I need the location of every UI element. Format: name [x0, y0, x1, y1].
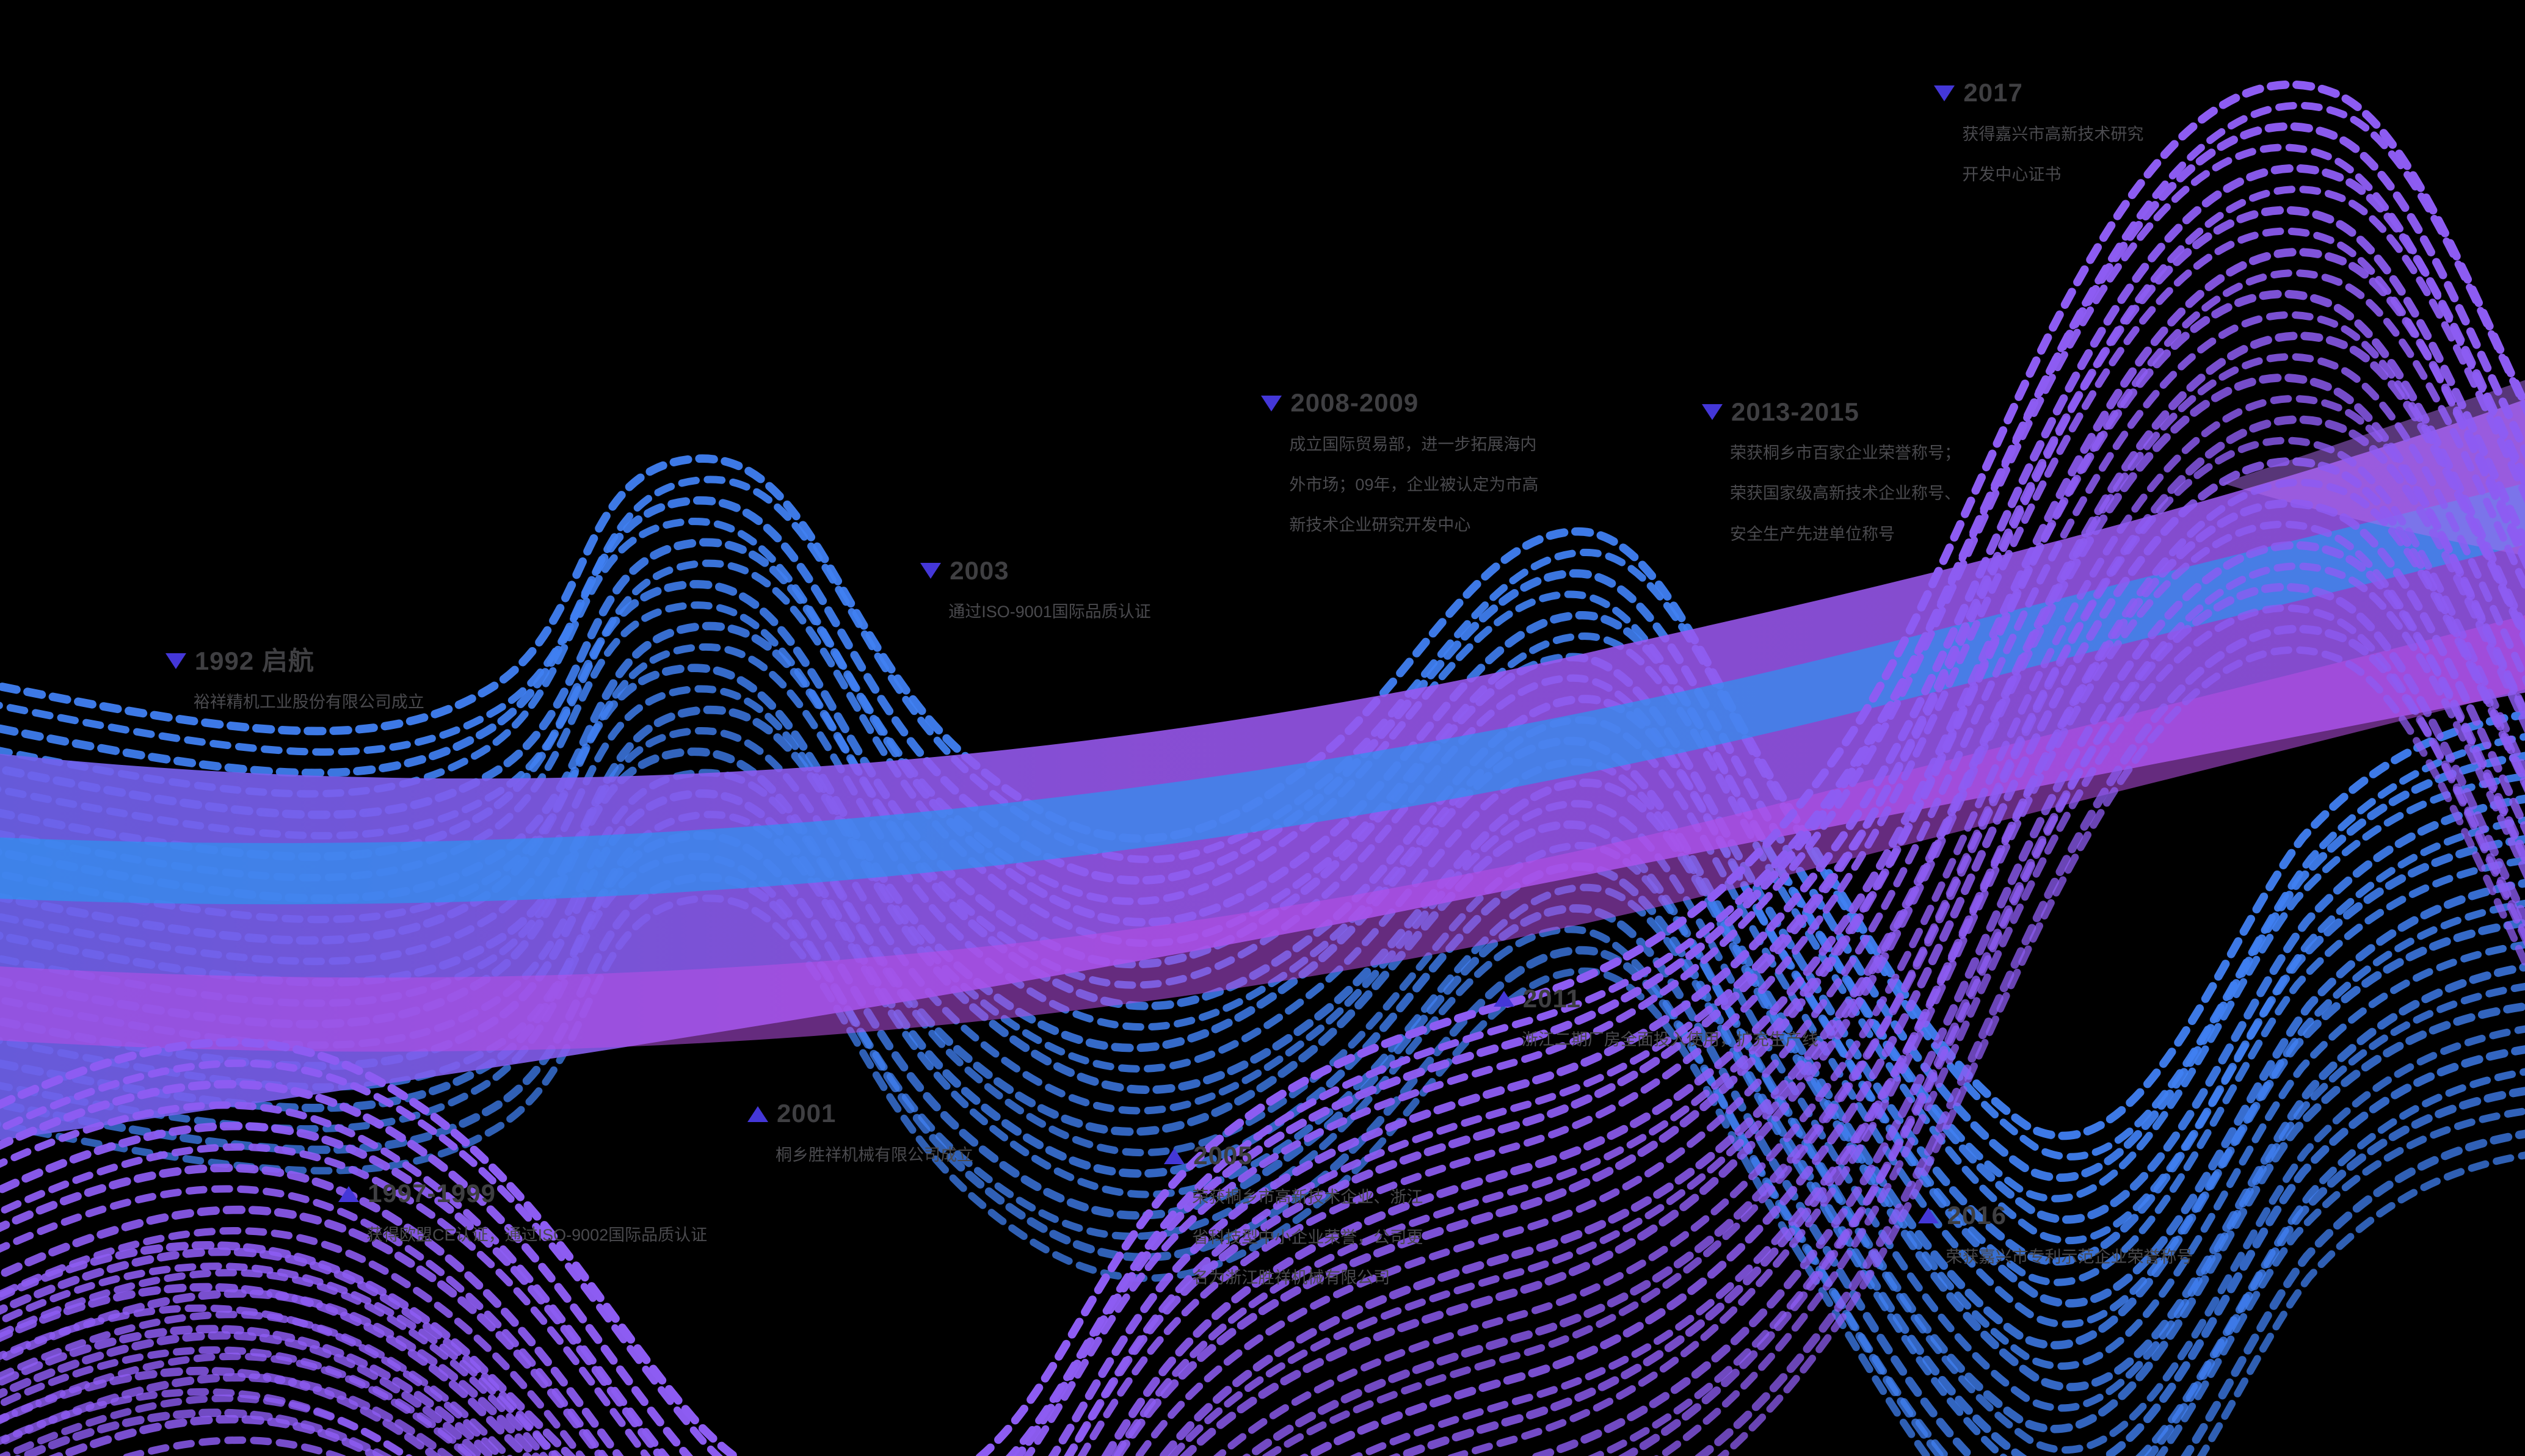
entry-head: 1992 启航 [165, 645, 424, 678]
marker-triangle-up-icon [1164, 1148, 1185, 1164]
entry-description: 浙江二期厂房全面投入使用，扩充生产线 [1521, 1030, 1818, 1049]
entry-head: 2001 [747, 1098, 973, 1130]
entry-year: 2005 [1193, 1141, 1253, 1170]
timeline-entry-2011: 2011 浙江二期厂房全面投入使用，扩充生产线 [1493, 983, 1818, 1060]
timeline-entry-2016: 2016 荣获嘉兴市专利示范企业荣誉称号 [1917, 1200, 2193, 1277]
timeline-entry-2005: 2005 荣获桐乡市高新技术企业、浙江省科技型中小企业荣誉，公司更名为浙江胜祥机… [1164, 1140, 1433, 1298]
entry-head: 2011 [1493, 983, 1818, 1015]
entry-description: 裕祥精机工业股份有限公司成立 [193, 693, 424, 712]
marker-triangle-up-icon [338, 1186, 360, 1202]
timeline-entry-1992: 1992 启航 裕祥精机工业股份有限公司成立 [165, 645, 424, 723]
entry-description: 获得嘉兴市高新技术研究开发中心证书 [1962, 125, 2144, 184]
entry-description: 荣获桐乡市百家企业荣誉称号；荣获国家级高新技术企业称号、安全生产先进单位称号 [1729, 444, 1961, 543]
entry-description: 荣获桐乡市高新技术企业、浙江省科技型中小企业荣誉，公司更名为浙江胜祥机械有限公司 [1192, 1187, 1423, 1288]
entry-description: 获得欧盟CE认证，通过ISO-9002国际品质认证 [366, 1225, 708, 1244]
marker-triangle-down-icon [1934, 85, 1955, 101]
entry-description: 荣获嘉兴市专利示范企业荣誉称号 [1946, 1247, 2193, 1266]
marker-triangle-up-icon [1493, 991, 1514, 1007]
entry-head: 2003 [920, 555, 1151, 587]
marker-triangle-down-icon [1261, 395, 1282, 411]
marker-triangle-down-icon [920, 562, 942, 579]
timeline-entry-2008-2009: 2008-2009 成立国际贸易部，进一步拓展海内外市场；09年，企业被认定为市… [1261, 387, 1548, 545]
entry-year: 2011 [1522, 983, 1581, 1013]
marker-triangle-up-icon [747, 1106, 768, 1122]
entry-head: 2017 [1934, 77, 2153, 109]
entry-year: 2003 [950, 556, 1009, 585]
entry-year: 2013-2015 [1731, 397, 1859, 426]
entry-description: 桐乡胜祥机械有限公司成立 [775, 1145, 973, 1164]
timeline-entry-2017: 2017 获得嘉兴市高新技术研究开发中心证书 [1934, 77, 2153, 195]
marker-triangle-up-icon [1917, 1208, 1939, 1224]
entry-year: 1997-1999 [368, 1179, 496, 1208]
entry-head: 2016 [1917, 1200, 2193, 1232]
entry-head: 2005 [1164, 1140, 1433, 1172]
entry-head: 2013-2015 [1701, 396, 1973, 429]
entry-year: 1992 启航 [194, 646, 314, 675]
timeline-entry-2013-2015: 2013-2015 荣获桐乡市百家企业荣誉称号；荣获国家级高新技术企业称号、安全… [1701, 396, 1973, 554]
entry-year: 2008-2009 [1290, 388, 1419, 418]
entry-description: 通过ISO-9001国际品质认证 [948, 603, 1151, 621]
entry-head: 1997-1999 [338, 1178, 707, 1210]
entry-year: 2017 [1963, 78, 2023, 107]
timeline-entry-2003: 2003 通过ISO-9001国际品质认证 [920, 555, 1151, 632]
entry-year: 2016 [1947, 1201, 2007, 1230]
marker-triangle-down-icon [1701, 404, 1723, 420]
timeline-entry-2001: 2001 桐乡胜祥机械有限公司成立 [747, 1098, 973, 1175]
timeline-entry-1997-1999: 1997-1999 获得欧盟CE认证，通过ISO-9002国际品质认证 [338, 1178, 707, 1255]
entry-description: 成立国际贸易部，进一步拓展海内外市场；09年，企业被认定为市高新技术企业研究开发… [1289, 435, 1539, 535]
marker-triangle-down-icon [165, 653, 186, 669]
entry-year: 2001 [776, 1099, 837, 1128]
entry-head: 2008-2009 [1261, 387, 1548, 419]
